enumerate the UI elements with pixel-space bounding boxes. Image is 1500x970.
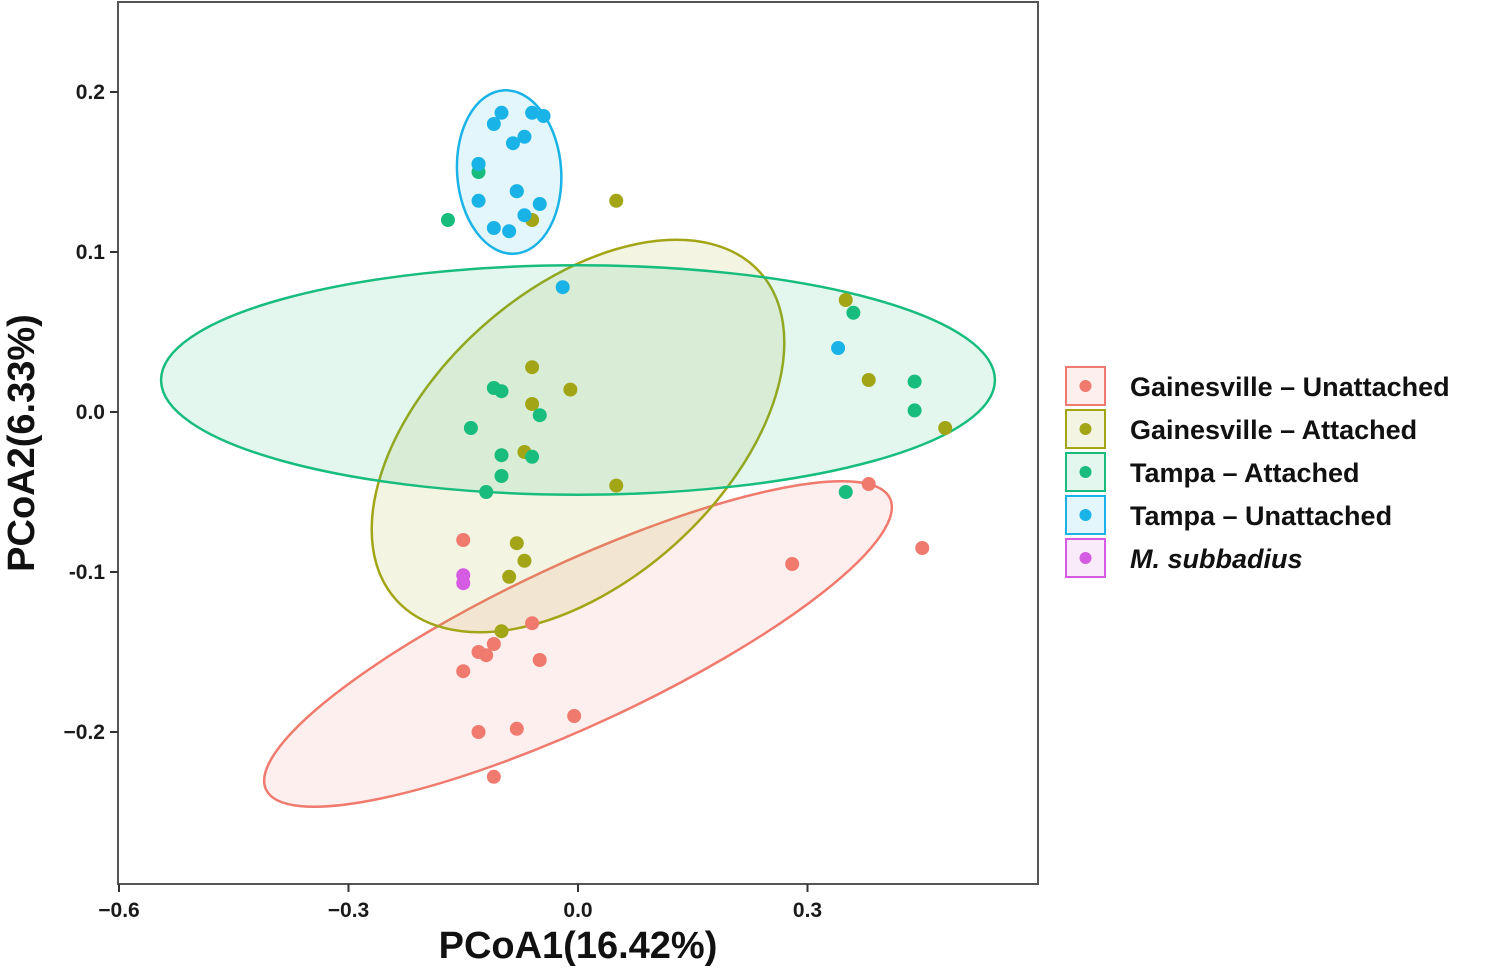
point-tampa-unattached [471,157,486,171]
point-tampa-unattached [471,193,486,208]
legend-label-tampa-unattached: Tampa – Unattached [1130,501,1392,531]
point-gainesville-attached [609,478,624,493]
point-tampa-attached [838,485,853,499]
legend: Gainesville – Unattached Gainesville – At… [1065,366,1450,578]
point-gainesville-attached [509,536,524,551]
legend-marker-gainesville-unattached [1079,380,1092,392]
ellipse-gainesville-attached [370,238,786,634]
point-gainesville-attached [563,382,578,397]
point-tampa-attached [907,403,922,418]
point-gainesville-unattached [861,477,876,491]
legend-label-gainesville-unattached: Gainesville – Unattached [1130,372,1450,402]
point-gainesville-attached [517,553,532,568]
ellipse-tampa-attached [159,264,997,496]
point-tampa-unattached [536,109,551,123]
point-tampa-attached [479,485,494,499]
y-tick-label: 0.0 [76,401,105,424]
y-tick-label: −0.2 [64,721,105,744]
x-tick-label: 0.0 [563,899,592,922]
point-gainesville-attached [525,397,540,411]
point-gainesville-unattached [471,725,486,739]
point-gainesville-unattached [915,541,930,555]
legend-label-gainesville-attached: Gainesville – Attached [1130,415,1417,445]
point-gainesville-unattached [486,637,501,651]
legend-marker-tampa-unattached [1079,509,1092,521]
x-axis-title: PCoA1(16.42%) [439,925,718,967]
point-gainesville-attached [502,569,517,584]
point-tampa-unattached [525,105,540,120]
point-tampa-unattached [494,105,509,120]
point-tampa-unattached [486,117,501,131]
point-tampa-attached [907,374,922,389]
ellipse-gainesville-unattached [262,480,894,808]
legend-marker-tampa-attached [1079,466,1092,478]
point-gainesville-attached [938,421,953,435]
y-tick-label: -0.1 [69,561,106,584]
point-gainesville-unattached [456,664,471,679]
y-axis-title: PCoA2(6.33%) [1,314,43,572]
point-tampa-attached [532,408,547,423]
point-tampa-attached [525,449,540,464]
point-gainesville-unattached [525,616,540,631]
point-tampa-attached [494,448,509,463]
legend-key-gainesville-unattached [1065,366,1106,406]
point-gainesville-unattached [486,769,501,784]
point-gainesville-attached [609,193,624,208]
point-gainesville-attached [861,373,876,387]
point-tampa-attached [846,305,861,320]
point-m-subbadius [456,576,471,591]
x-tick-label: −0.3 [328,899,369,922]
point-gainesville-unattached [509,721,524,736]
point-tampa-unattached [486,221,501,235]
point-tampa-unattached [509,184,524,199]
point-gainesville-unattached [456,533,471,547]
point-gainesville-unattached [785,557,800,571]
point-tampa-unattached [831,341,846,355]
axes: −0.6 −0.3 0.0 0.3 −0.2 -0.1 0.0 0.1 0.2 [64,81,823,922]
point-gainesville-attached [838,293,853,307]
point-tampa-unattached [532,197,547,211]
point-tampa-attached [494,384,509,399]
point-gainesville-unattached [532,653,547,667]
point-gainesville-unattached [479,648,494,663]
legend-marker-gainesville-attached [1079,423,1092,435]
confidence-ellipses [159,89,997,808]
legend-label-m-subbadius: M. subbadius [1130,544,1303,574]
point-tampa-unattached [517,129,532,144]
y-tick-label: 0.2 [76,81,105,104]
point-tampa-unattached [555,280,570,295]
ellipse-tampa-unattached [455,89,563,255]
point-tampa-attached [463,421,478,435]
point-tampa-unattached [505,136,520,151]
point-gainesville-attached [494,624,509,639]
y-tick-label: 0.1 [76,241,106,264]
x-tick-label: −0.6 [98,899,139,922]
legend-label-tampa-attached: Tampa – Attached [1130,458,1360,488]
point-tampa-unattached [502,224,517,239]
plot-panel-border [117,1,1039,885]
point-tampa-attached [494,469,509,483]
x-tick-label: 0.3 [793,899,822,922]
legend-marker-m-subbadius [1079,552,1092,564]
point-gainesville-attached [525,360,540,375]
point-tampa-unattached [517,208,532,223]
data-points [440,105,953,784]
point-gainesville-unattached [567,709,582,723]
point-tampa-attached [440,213,455,227]
